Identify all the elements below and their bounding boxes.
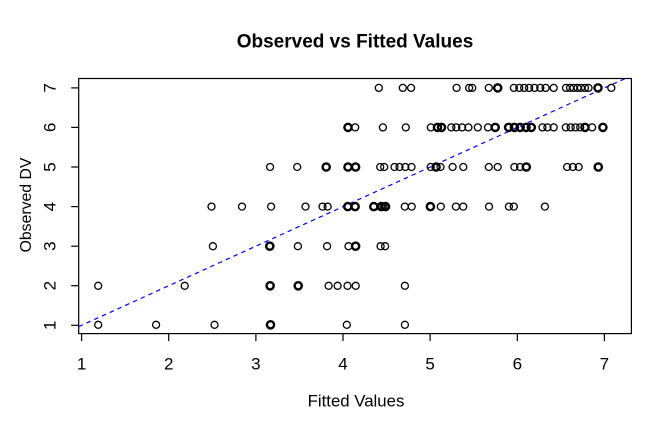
svg-text:3: 3 [251, 355, 260, 374]
svg-text:7: 7 [600, 355, 609, 374]
svg-text:1: 1 [77, 355, 86, 374]
svg-text:Observed vs Fitted Values: Observed vs Fitted Values [237, 32, 474, 53]
svg-text:1: 1 [41, 321, 60, 330]
svg-text:Fitted Values: Fitted Values [308, 392, 405, 411]
svg-text:4: 4 [338, 355, 347, 374]
svg-text:Observed DV: Observed DV [18, 157, 35, 252]
svg-text:5: 5 [425, 355, 434, 374]
svg-text:2: 2 [41, 281, 60, 290]
svg-text:4: 4 [41, 202, 60, 211]
svg-text:6: 6 [513, 355, 522, 374]
svg-text:2: 2 [164, 355, 173, 374]
svg-text:6: 6 [41, 123, 60, 132]
svg-text:3: 3 [41, 241, 60, 250]
svg-text:7: 7 [41, 83, 60, 92]
svg-text:5: 5 [41, 162, 60, 171]
